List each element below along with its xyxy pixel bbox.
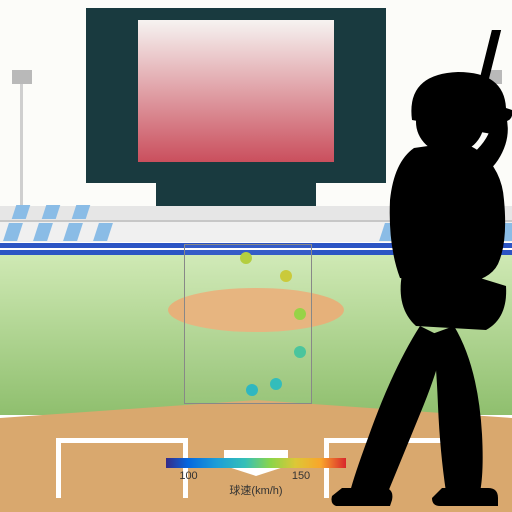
legend-tick: 100 <box>179 470 197 482</box>
pitch-location-chart: 100 150 球速(km/h) <box>0 0 512 512</box>
batter-silhouette <box>308 30 512 510</box>
pitch-marker <box>280 270 292 282</box>
legend-colorbar <box>166 458 346 468</box>
legend-tick: 150 <box>292 470 310 482</box>
pitch-marker <box>294 346 306 358</box>
pitch-marker <box>240 252 252 264</box>
pitch-marker <box>294 308 306 320</box>
light-head-left <box>12 70 32 84</box>
legend-ticks: 100 150 <box>166 470 346 482</box>
scoreboard-screen <box>138 20 334 162</box>
legend-label: 球速(km/h) <box>166 482 346 498</box>
strike-zone <box>184 244 312 404</box>
light-pole-left <box>20 80 23 220</box>
pitch-marker <box>246 384 258 396</box>
pitch-marker <box>270 378 282 390</box>
speed-legend: 100 150 球速(km/h) <box>166 458 346 498</box>
